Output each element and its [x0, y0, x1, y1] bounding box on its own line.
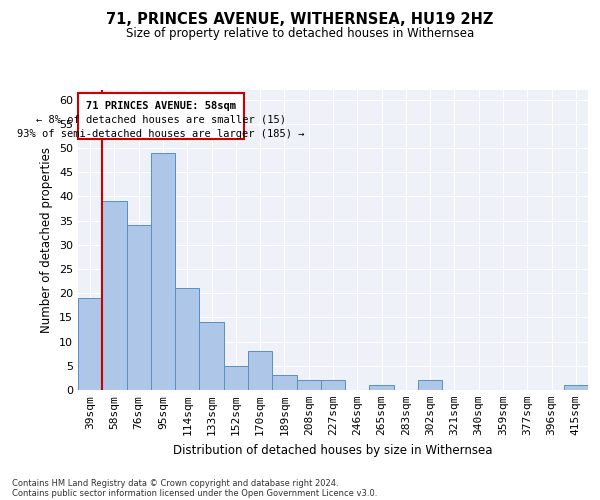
Bar [296, 380, 321, 390]
Bar [151, 153, 175, 390]
Text: Contains public sector information licensed under the Open Government Licence v3: Contains public sector information licen… [12, 488, 377, 498]
Text: Contains HM Land Registry data © Crown copyright and database right 2024.: Contains HM Land Registry data © Crown c… [12, 478, 338, 488]
Bar [272, 376, 296, 390]
Bar [564, 385, 588, 390]
Bar [78, 298, 102, 390]
FancyBboxPatch shape [79, 94, 244, 140]
Text: 71 PRINCES AVENUE: 58sqm: 71 PRINCES AVENUE: 58sqm [86, 100, 236, 110]
Bar [321, 380, 345, 390]
Bar [199, 322, 224, 390]
Text: 93% of semi-detached houses are larger (185) →: 93% of semi-detached houses are larger (… [17, 128, 305, 138]
Bar [175, 288, 199, 390]
Text: ← 8% of detached houses are smaller (15): ← 8% of detached houses are smaller (15) [36, 114, 286, 124]
Bar [248, 352, 272, 390]
Bar [370, 385, 394, 390]
Bar [224, 366, 248, 390]
Text: 71, PRINCES AVENUE, WITHERNSEA, HU19 2HZ: 71, PRINCES AVENUE, WITHERNSEA, HU19 2HZ [106, 12, 494, 28]
Y-axis label: Number of detached properties: Number of detached properties [40, 147, 53, 333]
Bar [127, 226, 151, 390]
Text: Size of property relative to detached houses in Withernsea: Size of property relative to detached ho… [126, 28, 474, 40]
X-axis label: Distribution of detached houses by size in Withernsea: Distribution of detached houses by size … [173, 444, 493, 456]
Bar [102, 202, 127, 390]
Bar [418, 380, 442, 390]
